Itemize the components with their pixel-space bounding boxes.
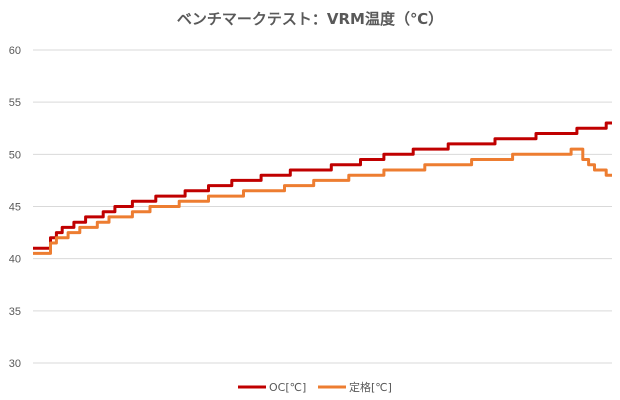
y-tick-label: 55 [9,97,21,109]
y-axis-ticks: 30 35 40 45 50 55 60 [9,45,21,370]
y-tick-label: 60 [9,45,21,57]
y-tick-label: 30 [9,358,21,370]
legend-label-1: 定格[℃] [349,380,392,394]
series-line-1 [33,147,612,255]
series-lines [33,121,612,255]
y-tick-label: 50 [9,149,21,161]
legend: OC[℃] 定格[℃] [238,380,392,394]
legend-label-0: OC[℃] [269,381,306,394]
chart-title: ベンチマークテスト：VRM温度（℃） [177,10,443,28]
y-tick-label: 45 [9,202,21,214]
y-tick-label: 40 [9,254,21,266]
y-tick-label: 35 [9,306,21,318]
series-line-0 [33,121,612,250]
